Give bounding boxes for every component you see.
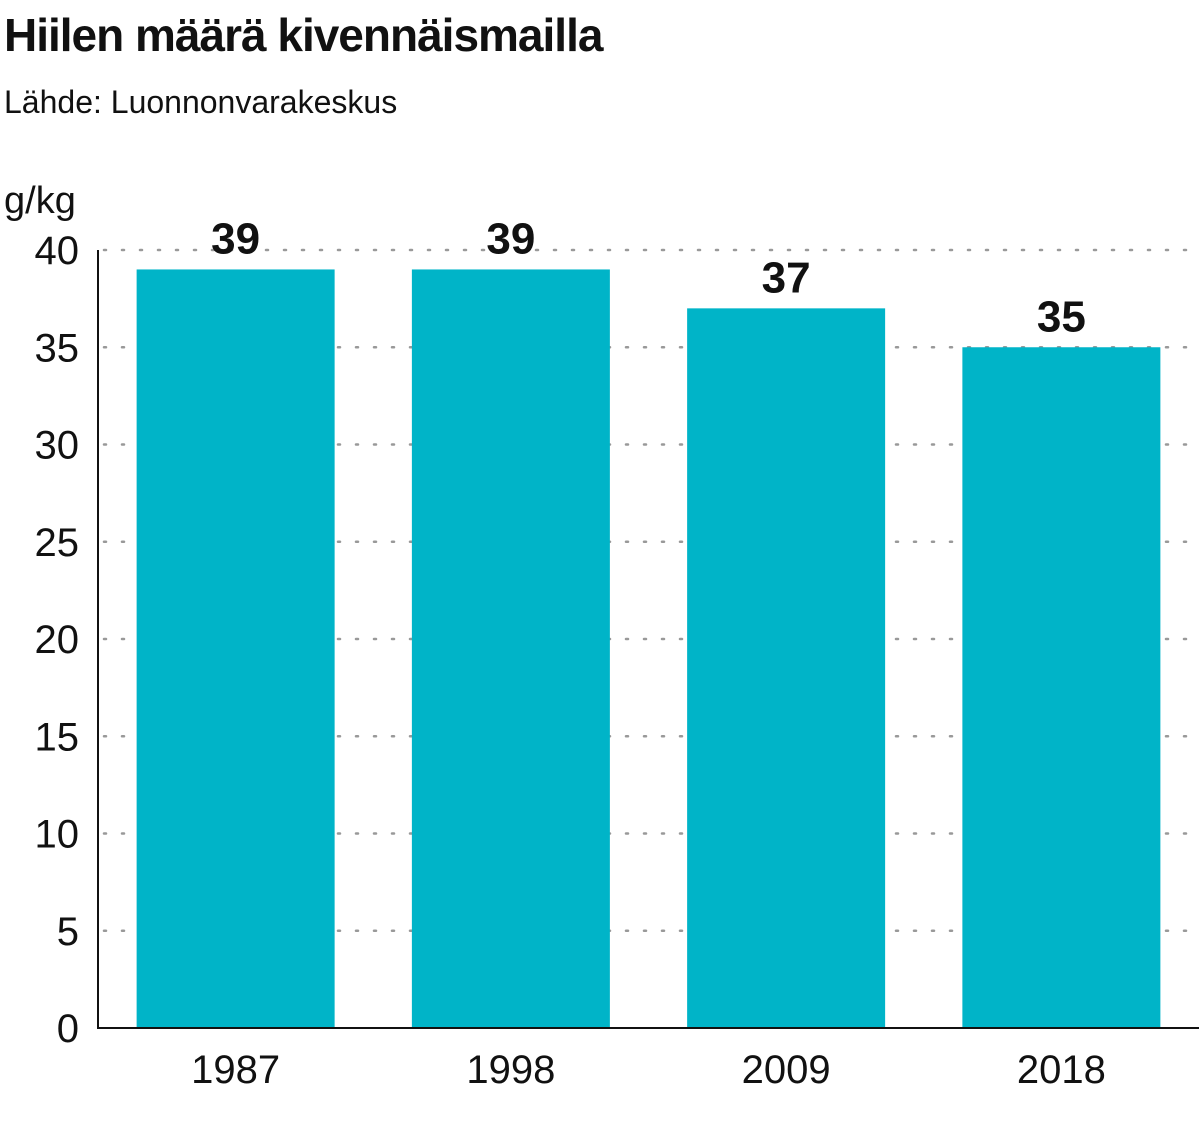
y-tick-label: 25 — [35, 521, 80, 565]
data-label: 39 — [211, 214, 260, 263]
x-tick-label: 1987 — [191, 1048, 280, 1092]
axes — [97, 250, 1199, 1029]
bar-2018 — [962, 347, 1161, 1028]
y-tick-label: 20 — [35, 618, 80, 662]
y-axis-unit-label: g/kg — [4, 180, 76, 222]
x-tick-label: 1998 — [466, 1048, 555, 1092]
data-label: 39 — [486, 214, 535, 263]
bar-1998 — [411, 269, 610, 1028]
y-tick-label: 30 — [35, 424, 80, 468]
bar-2009 — [687, 308, 886, 1029]
x-tick-label: 2018 — [1017, 1048, 1106, 1092]
y-tick-label: 35 — [35, 326, 80, 370]
y-tick-label: 10 — [35, 813, 80, 857]
chart-title: Hiilen määrä kivennäismailla — [4, 9, 603, 61]
y-tick-label: 15 — [35, 715, 80, 759]
bars — [136, 269, 1161, 1029]
bar-1987 — [136, 269, 335, 1028]
x-tick-label: 2009 — [742, 1048, 831, 1092]
y-tick-label: 40 — [35, 229, 80, 273]
labels: 0 5 10 15 20 25 30 35 40 g/kg 39 1987 39 1998 37 2009 35… — [4, 180, 1106, 1092]
data-label: 35 — [1037, 292, 1086, 341]
data-label: 37 — [762, 253, 811, 302]
y-tick-label: 5 — [57, 910, 79, 954]
y-tick-label: 0 — [57, 1007, 79, 1051]
chart-source: Lähde: Luonnonvarakeskus — [4, 84, 398, 120]
